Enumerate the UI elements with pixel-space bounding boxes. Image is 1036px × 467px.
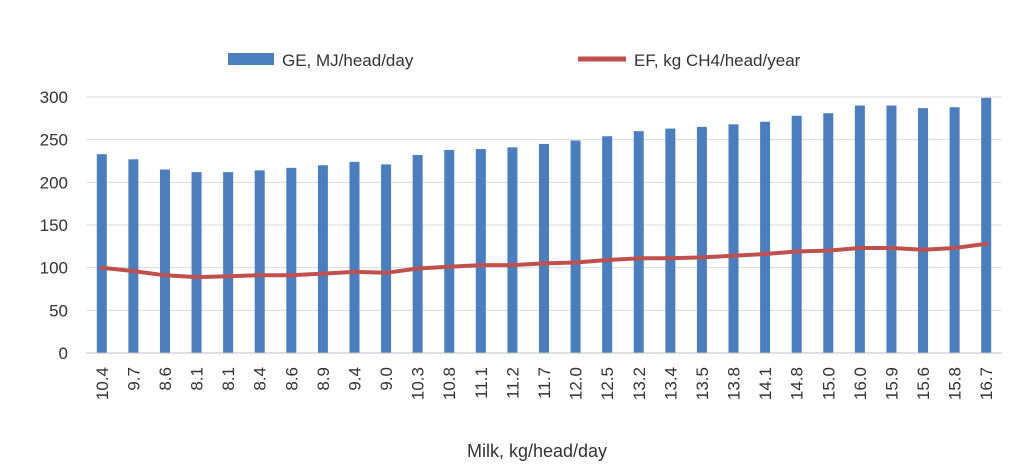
y-axis-ticks: 0 50 100 150 200 250 300 xyxy=(40,88,68,363)
ge-bar xyxy=(444,149,455,353)
x-tick-label: 14.8 xyxy=(788,367,807,400)
x-tick-label: 13.2 xyxy=(630,367,649,400)
x-tick-label: 11.7 xyxy=(535,367,554,399)
x-tick-label: 13.5 xyxy=(693,367,712,400)
ge-bar xyxy=(633,131,644,353)
ge-bar xyxy=(286,167,297,353)
x-tick-label: 15.8 xyxy=(946,367,965,400)
ge-bar xyxy=(254,170,265,353)
ge-bar xyxy=(381,164,392,353)
x-axis-ticks: 10.4 9.7 8.6 8.1 8.1 8.4 8.6 8.9 9.4 9.0 10.3 10.8 1… xyxy=(93,367,996,400)
x-axis-title: Milk, kg/head/day xyxy=(467,441,607,461)
y-tick-label: 0 xyxy=(59,344,68,363)
y-tick-label: 100 xyxy=(40,259,68,278)
y-tick-label: 200 xyxy=(40,173,68,192)
ge-bar xyxy=(886,105,897,354)
x-tick-label: 8.1 xyxy=(219,367,238,391)
x-tick-label: 15.9 xyxy=(882,367,901,400)
ge-bar xyxy=(823,113,834,353)
x-tick-label: 12.0 xyxy=(567,367,586,400)
ge-bar xyxy=(159,169,170,353)
ge-bar xyxy=(317,165,328,353)
x-tick-label: 10.4 xyxy=(93,367,112,400)
ge-bars xyxy=(96,97,992,354)
x-tick-label: 8.9 xyxy=(314,367,333,391)
ge-bar xyxy=(349,161,360,353)
x-tick-label: 8.4 xyxy=(251,367,270,391)
x-tick-label: 13.4 xyxy=(661,367,680,400)
ge-bar xyxy=(918,108,929,354)
y-tick-label: 150 xyxy=(40,216,68,235)
x-tick-label: 10.3 xyxy=(409,367,428,400)
x-tick-label: 9.4 xyxy=(345,367,364,391)
y-tick-label: 250 xyxy=(40,131,68,150)
ge-bar xyxy=(760,121,771,353)
x-tick-label: 9.0 xyxy=(377,367,396,391)
x-tick-label: 16.7 xyxy=(977,367,996,400)
x-tick-label: 13.8 xyxy=(725,367,744,400)
ge-bar xyxy=(191,172,202,353)
legend: GE, MJ/head/day EF, kg CH4/head/year xyxy=(228,51,801,70)
ef-line xyxy=(99,241,989,280)
y-tick-label: 300 xyxy=(40,88,68,107)
legend-swatch-ge xyxy=(228,53,274,65)
ge-bar xyxy=(539,143,549,353)
ge-bar xyxy=(475,149,486,353)
x-tick-label: 15.0 xyxy=(819,367,838,400)
ge-bar xyxy=(791,115,802,353)
x-tick-label: 16.0 xyxy=(851,367,870,400)
ge-bar xyxy=(507,147,518,353)
y-tick-label: 50 xyxy=(49,301,68,320)
ge-bar xyxy=(412,155,423,353)
ge-bar xyxy=(981,97,992,353)
x-tick-label: 11.2 xyxy=(503,367,522,399)
legend-label-ef: EF, kg CH4/head/year xyxy=(634,51,801,70)
ge-bar xyxy=(128,159,139,353)
ge-bar xyxy=(570,140,581,353)
ge-bar xyxy=(96,154,107,353)
ge-bar xyxy=(949,107,960,354)
ge-bar xyxy=(602,136,613,353)
x-tick-label: 12.5 xyxy=(598,367,617,400)
ge-bar xyxy=(665,128,676,353)
x-tick-label: 8.6 xyxy=(282,367,301,391)
x-tick-label: 10.8 xyxy=(440,367,459,400)
ge-bar xyxy=(223,172,234,353)
x-tick-label: 9.7 xyxy=(124,367,143,391)
ge-bar xyxy=(696,126,707,353)
x-tick-label: 8.1 xyxy=(188,367,207,391)
x-tick-label: 8.6 xyxy=(156,367,175,391)
x-tick-label: 14.1 xyxy=(756,367,775,400)
x-tick-label: 11.1 xyxy=(472,367,491,399)
legend-label-ge: GE, MJ/head/day xyxy=(282,51,414,70)
x-tick-label: 15.6 xyxy=(914,367,933,400)
ge-bar xyxy=(728,124,739,353)
ge-bar xyxy=(854,105,865,354)
